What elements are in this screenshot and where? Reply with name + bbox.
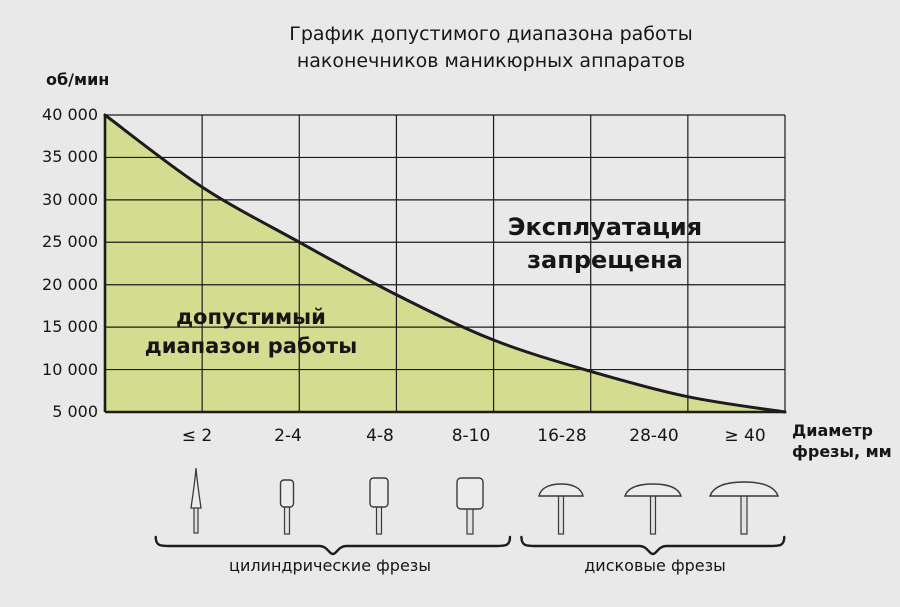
large-disc-bit-icon [709,481,779,535]
chart-title-line2: наконечников маникюрных аппаратов [296,50,686,72]
allowed-range-label-line2: диапазон работы [144,334,358,358]
group-brace [520,535,786,556]
x-category-label: 28-40 [629,426,679,446]
y-tick-label: 30 000 [42,190,98,209]
x-axis-label: Диаметр фрезы, мм [792,420,896,462]
disc-group-label: дисковые фрезы [584,556,726,575]
allowed-range-label: допустимый диапазон работы [101,303,401,361]
y-tick-label: 15 000 [42,317,98,336]
medium-disc-bit-icon [624,483,682,535]
medium-cylinder-bit-icon [369,477,389,535]
allowed-range-label-line1: допустимый [176,305,326,329]
y-tick-label: 35 000 [42,147,98,166]
x-category-label: 16-28 [537,426,587,446]
chart-title: График допустимого диапазона работы нако… [91,21,891,75]
forbidden-zone-label-line2: запрещена [527,246,683,274]
x-category-label: 2-4 [274,426,302,446]
y-axis-unit-label: об/мин [46,70,110,89]
group-brace [154,535,512,556]
y-tick-label: 10 000 [42,360,98,379]
small-disc-bit-icon [538,483,584,535]
x-category-label: ≥ 40 [724,426,766,446]
needle-bit-icon [190,467,202,534]
small-cylinder-bit-icon [279,479,295,535]
y-tick-label: 25 000 [42,232,98,251]
x-axis-label-line2: фрезы, мм [792,442,892,461]
y-tick-label: 5 000 [52,402,98,421]
cylindrical-group-label: цилиндрические фрезы [229,556,431,575]
large-cylinder-bit-icon [456,477,484,535]
chart-title-line1: График допустимого диапазона работы [289,23,693,45]
x-category-label: 8-10 [451,426,491,446]
limit-curve [103,113,787,414]
y-tick-label: 20 000 [42,275,98,294]
x-category-label: ≤ 2 [181,426,213,446]
allowed-area-fill [105,115,785,412]
y-tick-label: 40 000 [42,105,98,124]
x-category-label: 4-8 [366,426,394,446]
forbidden-zone-label: Эксплуатация запрещена [455,211,755,277]
forbidden-zone-label-line1: Эксплуатация [507,213,703,241]
x-axis-label-line1: Диаметр [792,421,873,440]
